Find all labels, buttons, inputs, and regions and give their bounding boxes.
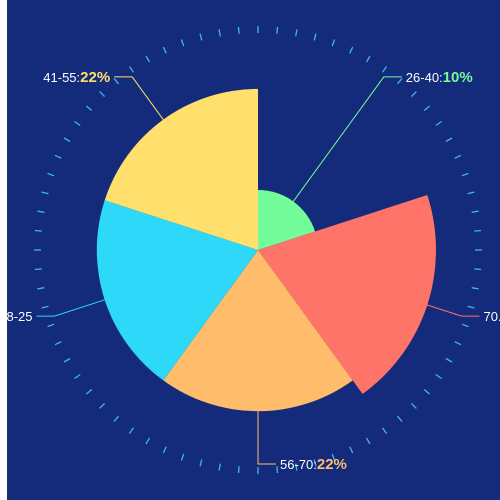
slice-26-40[interactable]	[258, 190, 316, 250]
slice-label-percent: 22%	[317, 456, 347, 473]
dial-tick	[461, 172, 469, 177]
slice-41-55[interactable]	[104, 88, 258, 250]
dial-tick	[37, 210, 45, 213]
dial-tick	[47, 172, 55, 177]
dial-tick	[41, 305, 49, 309]
dial-tick	[423, 105, 431, 111]
dial-tick	[397, 77, 403, 85]
dial-tick	[276, 466, 279, 474]
dial-tick	[313, 33, 317, 41]
dial-tick	[467, 305, 475, 309]
slice-label-name: 41-55:	[43, 70, 80, 85]
dial-tick	[145, 437, 151, 445]
leader-line	[291, 76, 402, 204]
dial-tick	[397, 415, 403, 423]
slice-56-70[interactable]	[163, 250, 353, 412]
dial-tick	[276, 26, 279, 34]
slice-18-25[interactable]	[96, 200, 259, 381]
dial-tick	[349, 446, 354, 454]
slice-label-percent: 22%	[80, 69, 110, 86]
dial-tick	[128, 66, 135, 73]
dial-tick	[331, 453, 336, 461]
dial-tick	[128, 427, 135, 434]
dial-tick	[63, 357, 71, 363]
dial-tick	[474, 268, 482, 271]
dial-tick	[180, 453, 185, 461]
leader-line	[425, 303, 480, 317]
slice-label-name: 26-40:	[406, 70, 443, 85]
dial-tick	[445, 357, 453, 363]
leader-line	[36, 298, 107, 317]
dial-tick	[295, 463, 298, 471]
dial-tick	[313, 459, 317, 467]
dial-tick	[199, 33, 203, 41]
slice-label: 41-55:22%	[43, 69, 110, 86]
dial-tick	[41, 191, 49, 195]
dial-tick	[381, 427, 388, 434]
dial-tick	[162, 46, 167, 54]
dial-tick	[99, 402, 106, 409]
dial-tick	[34, 268, 42, 271]
dial-tick	[445, 137, 453, 143]
dial-tick	[218, 463, 221, 471]
dial-tick	[113, 415, 119, 423]
dial-tick	[461, 323, 469, 328]
dial-tick	[54, 341, 62, 346]
slice-label: 56-70:22%	[280, 456, 347, 473]
leader-line	[257, 409, 276, 465]
dial-tick	[331, 39, 336, 47]
slice-label-name: 70...	[484, 309, 500, 324]
dial-tick	[410, 402, 417, 409]
dial-tick	[365, 437, 371, 445]
dial-tick	[85, 389, 93, 395]
dial-tick	[471, 287, 479, 290]
dial-tick	[471, 210, 479, 213]
dial-tick	[381, 66, 388, 73]
dial-tick	[467, 191, 475, 195]
dial-tick	[435, 373, 442, 380]
dial-tick	[454, 341, 462, 346]
dial-tick	[54, 154, 62, 159]
slice-label: 70...	[484, 309, 500, 324]
dial-tick	[199, 459, 203, 467]
dial-tick	[113, 77, 119, 85]
dial-tick	[63, 137, 71, 143]
leader-line	[114, 76, 165, 122]
dial-tick	[435, 120, 442, 127]
dial-tick	[349, 46, 354, 54]
dial-tick	[74, 373, 81, 380]
dial-tick	[145, 55, 151, 63]
slice-70[interactable]	[258, 195, 437, 394]
dial-tick	[162, 446, 167, 454]
dial-tick	[74, 120, 81, 127]
dial-ring	[34, 26, 482, 474]
label-leaders	[36, 76, 480, 465]
dial-tick	[454, 154, 462, 159]
slice-label: 26-40:10%	[406, 69, 473, 86]
slice-label-name: 56-70:	[280, 457, 317, 472]
dial-tick	[237, 26, 240, 34]
dial-tick	[365, 55, 371, 63]
dial-tick	[423, 389, 431, 395]
slices	[96, 88, 437, 412]
dial-tick	[474, 229, 482, 232]
dial-tick	[295, 29, 298, 37]
dial-tick	[37, 287, 45, 290]
dial-tick	[85, 105, 93, 111]
dial-tick	[99, 91, 106, 98]
dial-tick	[47, 323, 55, 328]
dial-tick	[218, 29, 221, 37]
dial-tick	[410, 91, 417, 98]
dial-tick	[180, 39, 185, 47]
slice-label: 18-25	[7, 309, 33, 324]
slice-label-name: 18-25	[7, 309, 33, 324]
dial-tick	[237, 466, 240, 474]
dial-tick	[34, 229, 42, 232]
slice-label-percent: 10%	[443, 69, 473, 86]
